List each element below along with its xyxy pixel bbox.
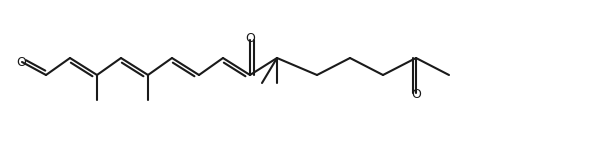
Text: O: O — [411, 87, 421, 100]
Text: O: O — [245, 33, 255, 45]
Text: O: O — [16, 56, 26, 69]
